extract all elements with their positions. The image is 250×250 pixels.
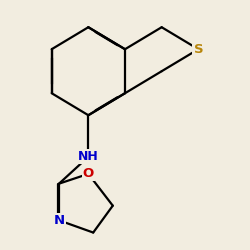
Text: NH: NH — [78, 150, 99, 163]
Text: S: S — [194, 43, 203, 56]
Text: N: N — [54, 214, 64, 227]
Text: O: O — [83, 168, 94, 180]
